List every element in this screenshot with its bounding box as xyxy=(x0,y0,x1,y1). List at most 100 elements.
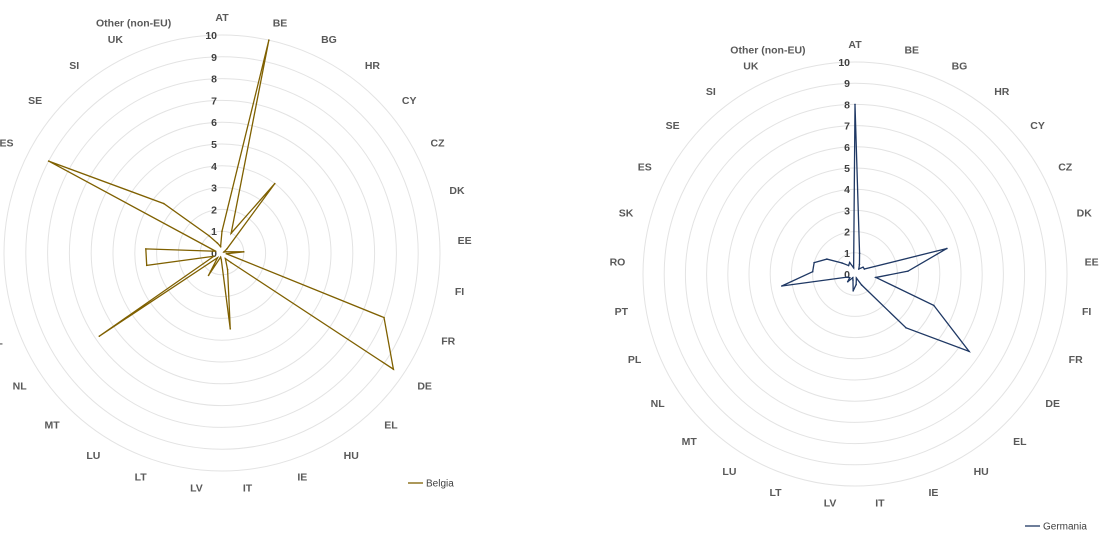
data-point-bg xyxy=(230,232,232,235)
category-label-pl: PL xyxy=(0,335,3,347)
data-point-lt xyxy=(852,279,854,281)
category-label-ie: IE xyxy=(928,487,938,499)
series-line-germania xyxy=(781,104,971,353)
category-label-nl: NL xyxy=(651,398,666,410)
data-point-pt xyxy=(145,264,148,267)
category-label-es: ES xyxy=(0,137,13,149)
category-label-dk: DK xyxy=(449,185,465,197)
category-label-si: SI xyxy=(69,60,79,72)
legend: Germania xyxy=(1025,522,1087,533)
radar-chart-belgia: 0 1 2 3 4 5 6 7 8 9 10 AT BE BG HR CY CZ DK EE FI FR DE EL HU IE… xyxy=(0,12,472,495)
data-point-fr xyxy=(932,304,935,307)
data-point-fi xyxy=(225,252,228,255)
category-label-sk: SK xyxy=(619,207,634,219)
category-label-uk: UK xyxy=(108,34,124,46)
gridline-ring xyxy=(663,82,1047,466)
category-label-it: IT xyxy=(875,498,885,510)
data-point-ie xyxy=(855,277,858,279)
category-labels: AT BE BG HR CY CZ DK EE FI FR DE EL HU IE IT LV LT LU MT NL… xyxy=(0,12,472,495)
category-label-ee: EE xyxy=(1085,257,1099,269)
series-points-germania xyxy=(780,103,970,353)
tick-label: 1 xyxy=(844,248,850,260)
tick-labels: 0 1 2 3 4 5 6 7 8 9 10 xyxy=(838,57,850,281)
tick-label: 7 xyxy=(211,95,217,107)
data-point-hu xyxy=(224,257,227,260)
gridline-ring xyxy=(3,34,441,472)
tick-label: 10 xyxy=(838,57,850,69)
category-label-lu: LU xyxy=(86,450,100,462)
category-label-fr: FR xyxy=(1069,354,1083,366)
category-label-de: DE xyxy=(1045,398,1060,410)
category-label-other-non-eu: Other (non-EU) xyxy=(96,18,171,30)
data-point-nl xyxy=(848,276,851,279)
data-point-el xyxy=(905,327,907,329)
category-label-cz: CZ xyxy=(431,137,446,149)
data-point-ee xyxy=(242,251,245,253)
category-label-ro: RO xyxy=(610,257,626,269)
tick-label: 6 xyxy=(844,142,850,154)
category-label-be: BE xyxy=(904,44,919,56)
category-label-hr: HR xyxy=(994,86,1010,98)
category-label-hr: HR xyxy=(365,60,381,72)
data-point-be xyxy=(268,39,270,41)
data-point-lv xyxy=(852,290,854,292)
data-point-es xyxy=(826,258,828,260)
data-point-uk xyxy=(848,261,851,264)
category-label-cz: CZ xyxy=(1058,161,1073,173)
category-label-hu: HU xyxy=(974,466,989,478)
gridline-ring xyxy=(812,231,898,317)
category-label-it: IT xyxy=(243,483,253,495)
gridline-ring xyxy=(769,188,941,360)
data-point-cy xyxy=(862,266,864,268)
tick-label: 7 xyxy=(844,121,850,133)
data-point-si xyxy=(847,264,850,267)
tick-label: 2 xyxy=(211,204,217,216)
data-point-ro xyxy=(811,270,814,273)
category-label-at: AT xyxy=(215,12,229,24)
tick-label: 4 xyxy=(844,184,850,196)
tick-label: 3 xyxy=(844,205,850,217)
tick-label: 1 xyxy=(211,226,217,238)
gridline-ring xyxy=(177,208,267,298)
category-label-de: DE xyxy=(417,380,432,392)
category-label-mt: MT xyxy=(45,419,61,431)
data-point-hr xyxy=(273,182,276,185)
category-label-ie: IE xyxy=(297,472,307,484)
gridline-ring xyxy=(68,99,376,407)
data-point-ro xyxy=(145,248,147,250)
gridline-ring xyxy=(90,121,354,385)
tick-label: 5 xyxy=(844,163,850,175)
gridline-ring xyxy=(748,167,962,381)
data-point-other-non-eu xyxy=(219,245,222,248)
category-label-pt: PT xyxy=(615,306,629,318)
data-point-ee xyxy=(907,270,909,272)
data-point-it xyxy=(229,328,232,330)
legend-label: Belgia xyxy=(426,479,454,490)
data-point-hr xyxy=(858,268,860,270)
data-point-pl xyxy=(213,255,215,258)
data-point-se xyxy=(841,262,843,264)
data-point-fi xyxy=(875,276,877,279)
data-point-dk xyxy=(946,247,948,250)
category-label-el: EL xyxy=(384,419,398,431)
data-point-hu xyxy=(860,284,863,286)
data-point-si xyxy=(208,234,210,237)
data-point-sk xyxy=(214,250,217,253)
tick-label: 9 xyxy=(844,78,850,90)
tick-label: 2 xyxy=(844,227,850,239)
category-label-lu: LU xyxy=(722,466,736,478)
category-label-el: EL xyxy=(1013,436,1027,448)
data-point-cz xyxy=(223,251,225,253)
category-label-fi: FI xyxy=(455,286,464,298)
data-point-cy xyxy=(226,247,228,250)
category-label-lt: LT xyxy=(135,472,148,484)
data-point-pt xyxy=(780,285,783,287)
category-label-at: AT xyxy=(848,39,862,51)
tick-label: 3 xyxy=(211,183,217,195)
data-point-fr xyxy=(383,316,385,319)
gridline-ring xyxy=(833,252,877,296)
gridline-ring xyxy=(112,143,332,363)
data-point-de xyxy=(968,350,970,353)
data-point-sk xyxy=(813,261,815,264)
